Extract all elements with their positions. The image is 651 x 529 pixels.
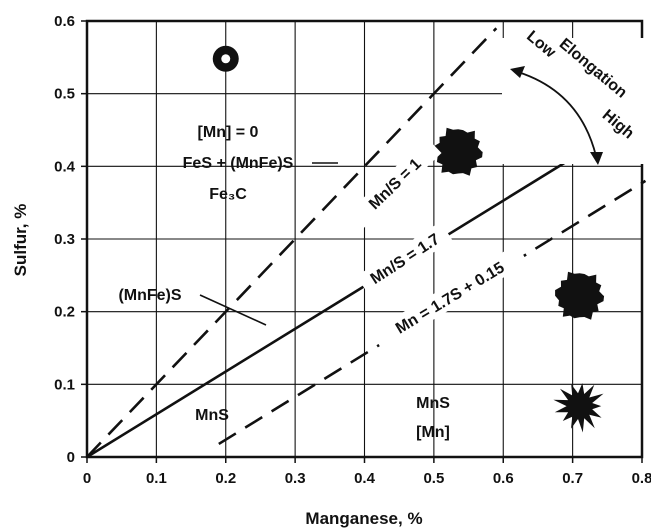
region-mnfes: (MnFe)S	[118, 287, 181, 304]
svg-text:[Mn] = 0: [Mn] = 0	[198, 124, 259, 141]
x-tick-label: 0.8	[632, 470, 651, 487]
y-tick-label: 0	[67, 449, 75, 466]
y-tick-label: 0.5	[54, 86, 75, 103]
x-ticks: 0 0.1 0.2 0.3 0.4 0.5 0.6 0.7 0.8	[83, 457, 651, 487]
arrowhead-low	[510, 66, 525, 78]
region-mns: MnS	[195, 407, 229, 424]
series-line-2	[86, 135, 608, 459]
region-fes: [Mn] = 0 FeS + (MnFe)S Fe₃C	[183, 124, 294, 203]
x-tick-label: 0.5	[423, 470, 444, 487]
svg-text:MnS: MnS	[416, 395, 450, 412]
x-tick-label: 0.2	[215, 470, 236, 487]
marker-star	[553, 383, 604, 433]
y-axis-title: Sulfur, %	[11, 204, 30, 277]
x-tick-label: 0.1	[146, 470, 167, 487]
svg-text:Mn/S = 1: Mn/S = 1	[366, 155, 425, 213]
x-tick-label: 0.6	[493, 470, 514, 487]
y-tick-label: 0.6	[54, 13, 75, 30]
arrowhead-high	[590, 152, 603, 165]
x-tick-label: 0	[83, 470, 91, 487]
elongation-annotation: Elongation Low High	[502, 28, 650, 165]
svg-text:[Mn]: [Mn]	[416, 424, 450, 441]
inclusion-markers	[212, 45, 605, 433]
svg-text:Mn = 1.7S + 0.15: Mn = 1.7S + 0.15	[393, 259, 508, 337]
x-axis-title: Manganese, %	[305, 509, 422, 528]
y-tick-label: 0.4	[54, 158, 76, 175]
y-tick-label: 0.1	[54, 376, 75, 393]
series-line-1	[86, 27, 498, 458]
x-tick-label: 0.4	[354, 470, 376, 487]
marker-blob-2	[555, 271, 605, 320]
svg-text:Fe₃C: Fe₃C	[209, 186, 247, 203]
svg-text:FeS + (MnFe)S: FeS + (MnFe)S	[183, 155, 294, 172]
marker-ring-hole	[221, 54, 231, 64]
region-mns-mn: MnS [Mn]	[416, 395, 450, 441]
x-tick-label: 0.7	[562, 470, 583, 487]
x-tick-label: 0.3	[285, 470, 306, 487]
y-ticks: 0 0.1 0.2 0.3 0.4 0.5 0.6	[54, 13, 87, 466]
y-tick-label: 0.3	[54, 231, 75, 248]
y-tick-label: 0.2	[54, 304, 75, 321]
marker-blob-1	[433, 127, 483, 176]
mnfes-leader	[199, 294, 267, 326]
label-mn-s-17: Mn/S = 1.7	[356, 221, 453, 295]
elongation-arrow	[517, 71, 597, 157]
label-mn-s-1: Mn/S = 1	[347, 137, 442, 230]
